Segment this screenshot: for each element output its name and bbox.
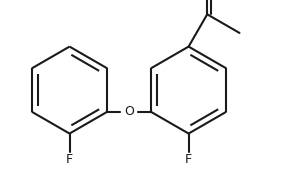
Text: F: F: [66, 153, 73, 166]
Text: O: O: [124, 105, 134, 118]
Text: F: F: [185, 153, 192, 166]
